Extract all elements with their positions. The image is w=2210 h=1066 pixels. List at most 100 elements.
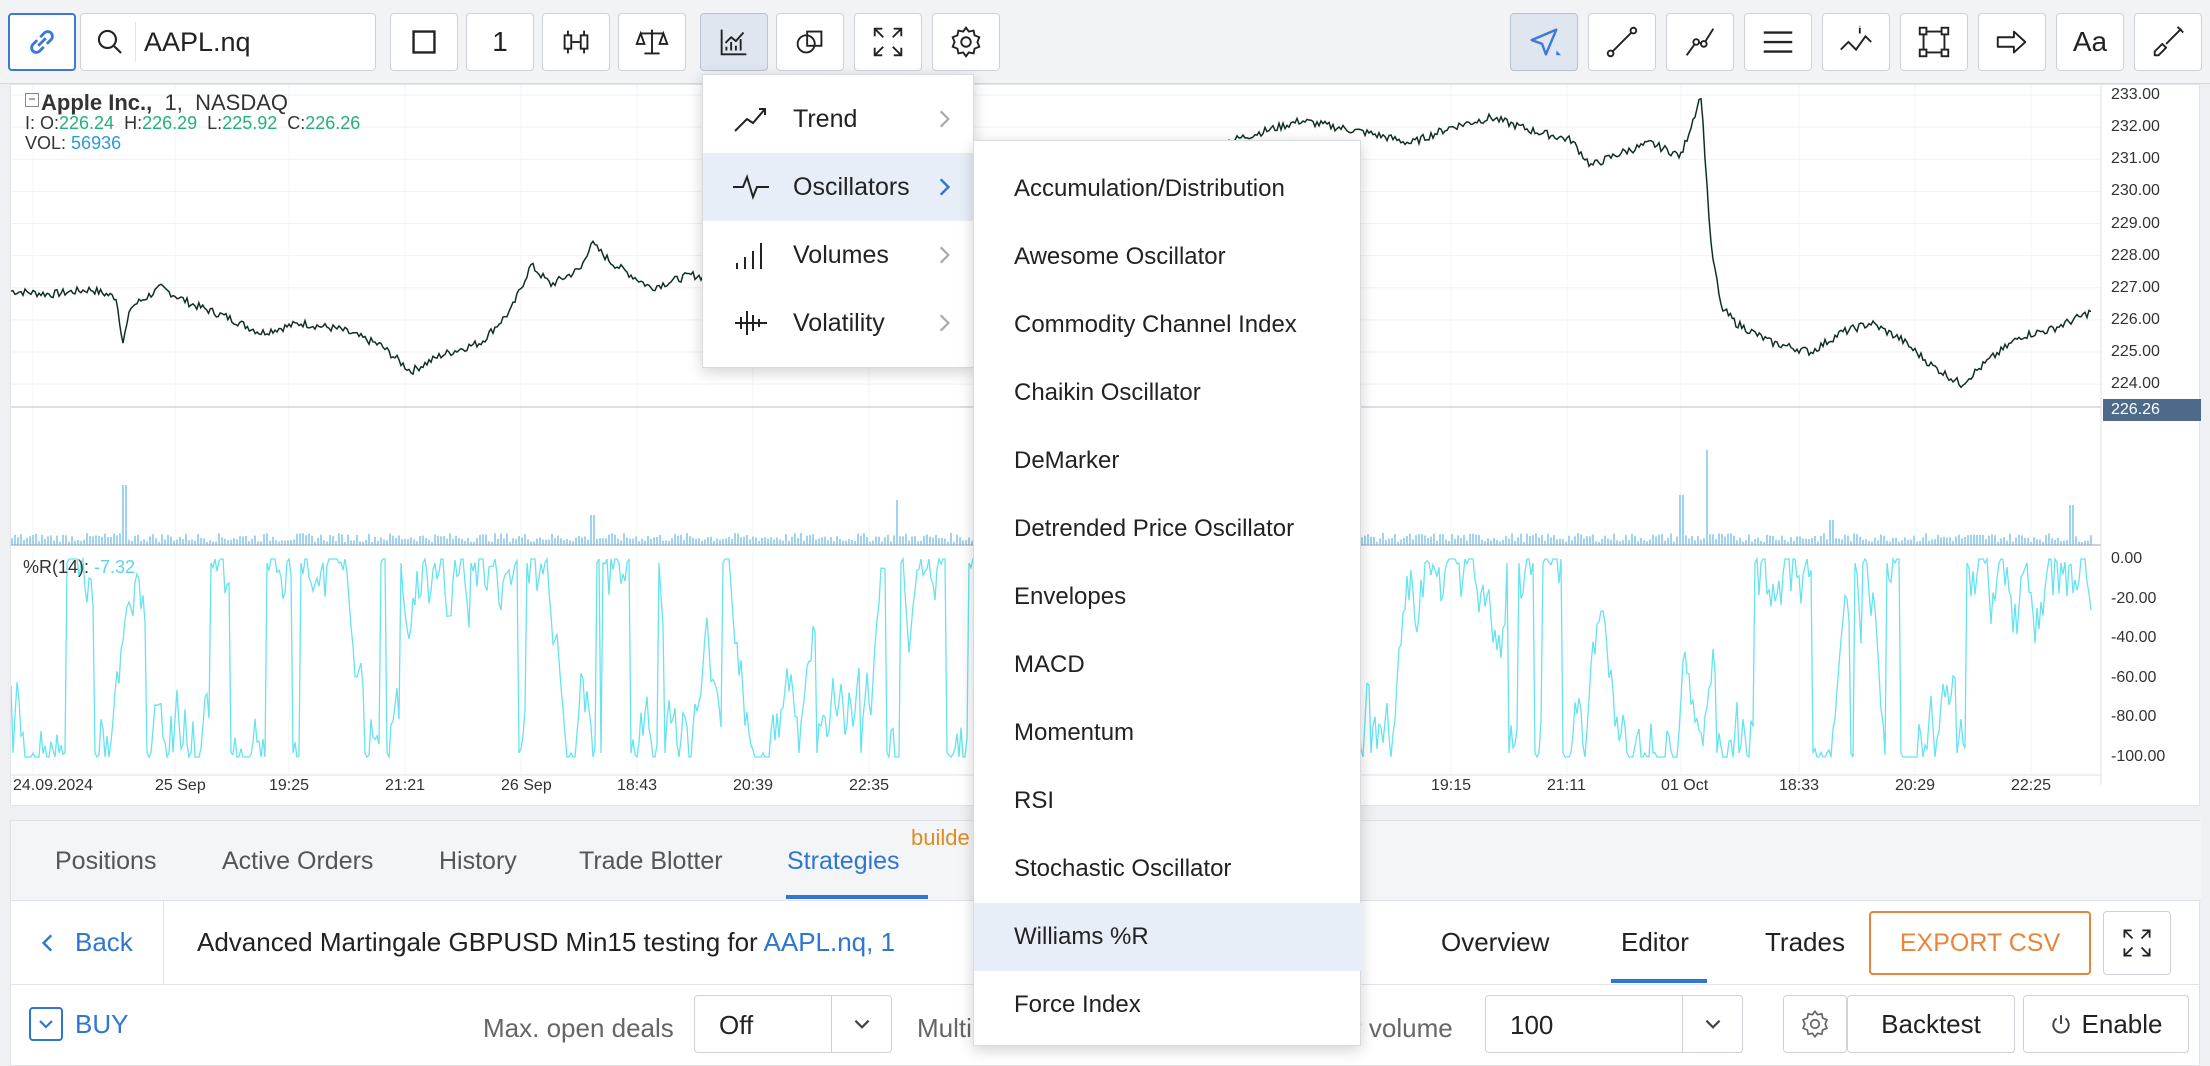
link-button[interactable]: [8, 13, 76, 71]
oscillator-item-demarker[interactable]: DeMarker: [1014, 447, 1120, 474]
volume-bar: [1406, 535, 1408, 545]
oscillator-item-accumulation-distribution[interactable]: Accumulation/Distribution: [1014, 175, 1285, 202]
strategy-symbol[interactable]: AAPL.nq, 1: [763, 927, 896, 957]
interval-button[interactable]: 1: [466, 13, 534, 71]
volume-bar: [647, 535, 649, 545]
volume-bar: [50, 535, 52, 545]
volume-bar: [1691, 535, 1693, 545]
max-open-deals-select[interactable]: Off: [694, 995, 892, 1053]
volume-label: VOL:: [25, 133, 67, 153]
volume-bar: [1517, 537, 1519, 545]
volume-bar: [905, 533, 907, 545]
volume-bar: [737, 533, 739, 545]
arrow-tool-button[interactable]: [1978, 13, 2046, 71]
volume-bars-icon: [736, 243, 762, 269]
fullscreen-button[interactable]: [854, 13, 922, 71]
oscillator-item-williams-r[interactable]: Williams %R: [974, 903, 1362, 971]
volume-bar: [470, 541, 472, 545]
enable-button[interactable]: Enable: [2023, 995, 2189, 1053]
buy-checkbox[interactable]: [29, 1007, 63, 1041]
menu-item-volatility[interactable]: Volatility: [703, 289, 975, 357]
settings-button[interactable]: [932, 13, 1000, 71]
indicators-button[interactable]: [700, 13, 768, 71]
expand-panel-button[interactable]: [2103, 911, 2171, 975]
line-tool-button[interactable]: [1588, 13, 1656, 71]
order-volume-select[interactable]: 100: [1485, 995, 1743, 1053]
volume-bar: [1418, 534, 1420, 545]
backtest-button[interactable]: Backtest: [1847, 995, 2015, 1053]
volume-bar: [254, 535, 256, 545]
oscillator-item-stochastic-oscillator[interactable]: Stochastic Oscillator: [1014, 855, 1232, 882]
oscillator-item-chaikin-oscillator[interactable]: Chaikin Oscillator: [1014, 379, 1201, 406]
drawings-button[interactable]: [776, 13, 844, 71]
symbol-search-input[interactable]: [135, 22, 355, 62]
volume-bar: [1823, 533, 1825, 545]
cursor-tool-button[interactable]: [1510, 13, 1578, 71]
volume-bar: [143, 539, 145, 545]
strategy-settings-button[interactable]: [1783, 995, 1847, 1053]
tab-overview[interactable]: Overview: [1441, 927, 1550, 957]
tab-strategies[interactable]: Strategies: [787, 847, 900, 875]
volume-bar: [803, 540, 805, 545]
volume-bar: [383, 539, 385, 545]
price-axis[interactable]: 233.00 232.00 231.00 230.00 229.00 228.00 227.…: [2101, 85, 2201, 785]
volume-bar: [1892, 537, 1894, 545]
volume-bar: [2015, 537, 2017, 545]
buy-toggle[interactable]: BUY: [29, 1007, 128, 1041]
export-csv-button[interactable]: EXPORT CSV: [1869, 911, 2091, 975]
volume-bar: [1373, 536, 1375, 545]
volume-bar: [863, 533, 865, 545]
tab-history[interactable]: History: [439, 847, 517, 875]
volume-bar: [674, 533, 676, 545]
volume-bar: [1379, 538, 1381, 545]
volume-bar: [812, 534, 814, 545]
annotation-tool-button[interactable]: [1822, 13, 1890, 71]
legend-ohlc: I: O:226.24 H:226.29 L:225.92 C:226.26: [25, 113, 360, 133]
builder-badge[interactable]: builde: [911, 825, 970, 850]
volume-bar: [2060, 541, 2062, 545]
volume-bar: [1754, 539, 1756, 545]
text-tool-button[interactable]: Aa: [2056, 13, 2124, 71]
menu-item-volumes[interactable]: Volumes: [703, 221, 975, 289]
chevron-right-icon: [939, 246, 950, 264]
menu-item-trend[interactable]: Trend: [703, 85, 975, 153]
back-button[interactable]: Back: [37, 927, 133, 958]
oscillator-item-awesome-oscillator[interactable]: Awesome Oscillator: [1014, 243, 1226, 270]
oscillator-item-envelopes[interactable]: Envelopes: [1014, 583, 1127, 610]
tab-trades[interactable]: Trades: [1765, 927, 1845, 957]
tab-active-orders[interactable]: Active Orders: [222, 847, 374, 875]
tab-editor[interactable]: Editor: [1621, 927, 1689, 957]
polyline-tool-button[interactable]: [1666, 13, 1734, 71]
horizontal-lines-tool-button[interactable]: [1744, 13, 1812, 71]
oscillator-item-momentum[interactable]: Momentum: [1014, 719, 1135, 746]
oscillator-item-rsi[interactable]: RSI: [1014, 787, 1055, 814]
candles-button[interactable]: [542, 13, 610, 71]
brush-icon: [2153, 26, 2184, 57]
volume-bar: [1907, 540, 1909, 545]
oscillator-item-detrended-price-oscillator[interactable]: Detrended Price Oscillator: [1014, 515, 1295, 542]
volume-bar: [1991, 534, 1993, 545]
volume-bar: [1397, 541, 1399, 545]
compare-button[interactable]: [618, 13, 686, 71]
collapse-legend-icon[interactable]: −: [25, 93, 39, 107]
legend-title: − Apple Inc., 1, NASDAQ: [25, 92, 360, 114]
time-axis[interactable]: 24.09.2024 25 Sep 19:25 21:21 26 Sep 18:43 20:…: [11, 775, 2101, 805]
buy-label: BUY: [75, 1008, 129, 1039]
volume-bar: [47, 536, 49, 545]
tab-positions[interactable]: Positions: [55, 847, 157, 875]
menu-item-oscillators[interactable]: Oscillators: [703, 153, 975, 221]
volume-bar: [641, 538, 643, 545]
symbol-search[interactable]: [80, 13, 376, 71]
volume-bar: [200, 538, 202, 545]
oscillator-item-commodity-channel-index[interactable]: Commodity Channel Index: [1014, 311, 1297, 338]
tab-trade-blotter[interactable]: Trade Blotter: [579, 847, 723, 875]
chart-type-button[interactable]: [390, 13, 458, 71]
volume-bar: [1520, 533, 1522, 545]
volume-bar: [377, 540, 379, 545]
oscillator-item-macd[interactable]: MACD: [1014, 651, 1085, 678]
volume-bar: [833, 541, 835, 545]
rectangle-tool-button[interactable]: [1900, 13, 1968, 71]
volume-bar: [908, 540, 910, 545]
oscillator-item-force-index[interactable]: Force Index: [1014, 991, 1141, 1018]
brush-tool-button[interactable]: [2134, 13, 2202, 71]
